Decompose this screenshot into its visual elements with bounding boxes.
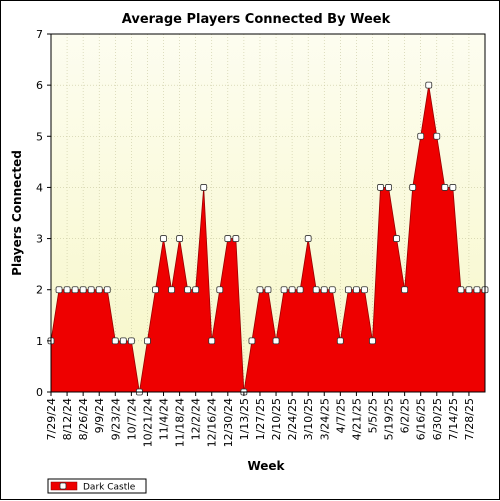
data-point [457, 286, 465, 294]
x-tick-label: 7/14/25 [447, 398, 460, 440]
legend-label: Dark Castle [83, 483, 136, 493]
data-point [111, 337, 119, 345]
data-point [256, 286, 264, 294]
data-point [224, 235, 232, 242]
data-point [385, 184, 392, 191]
data-point [144, 337, 151, 345]
data-point [288, 286, 296, 294]
x-tick-label: 10/7/24 [125, 398, 138, 440]
data-point [312, 286, 320, 294]
data-point [433, 132, 441, 140]
data-point [248, 337, 256, 345]
data-point [280, 286, 288, 294]
y-tick-label: 3 [36, 233, 43, 246]
x-tick-label: 2/10/25 [270, 398, 283, 440]
x-tick-label: 6/2/25 [399, 398, 412, 433]
legend-marker [59, 482, 67, 490]
data-point [87, 286, 95, 294]
x-tick-label: 11/4/24 [158, 398, 171, 440]
y-axis-label: Players Connected [10, 150, 24, 276]
data-point [441, 184, 449, 191]
data-point [304, 235, 312, 242]
data-point [320, 286, 328, 294]
plot-border [50, 33, 486, 393]
x-tick-label: 6/30/25 [431, 398, 444, 440]
x-tick-label: 1/27/25 [254, 398, 267, 440]
data-point [409, 184, 417, 191]
data-point [369, 337, 376, 345]
y-tick-label: 4 [36, 181, 43, 194]
y-tick-label: 7 [36, 28, 43, 41]
chart-title: Average Players Connected By Week [122, 12, 391, 27]
x-tick-label: 9/9/24 [93, 398, 106, 433]
data-point [208, 337, 216, 345]
data-point [328, 286, 336, 294]
x-tick-label: 6/16/25 [415, 398, 428, 440]
data-point [200, 184, 208, 191]
data-point [71, 286, 79, 294]
data-point [192, 286, 200, 294]
data-point [336, 337, 344, 345]
data-point [127, 337, 135, 345]
data-point [353, 286, 360, 294]
series-area [50, 85, 486, 393]
x-tick-label: 2/24/25 [286, 398, 299, 440]
x-tick-label: 8/26/24 [77, 398, 90, 440]
x-tick-label: 12/30/24 [222, 398, 235, 447]
data-point [272, 337, 280, 345]
data-point [184, 286, 192, 294]
x-tick-label: 12/2/24 [190, 398, 203, 440]
data-point [152, 286, 159, 294]
data-point [417, 132, 425, 140]
data-point [425, 81, 433, 89]
y-tick-label: 6 [36, 79, 43, 92]
data-point [168, 286, 175, 294]
x-axis: 7/29/24 8/12/24 8/26/24 9/9/24 9/23/24 10/7/2… [45, 392, 476, 447]
x-tick-label: 7/29/24 [45, 398, 58, 440]
data-point [216, 286, 224, 294]
data-point [449, 184, 457, 191]
x-tick-label: 3/10/25 [302, 398, 315, 440]
data-point [176, 235, 183, 242]
x-tick-label: 9/23/24 [109, 398, 122, 440]
y-tick-label: 2 [36, 284, 43, 297]
data-point [103, 286, 111, 294]
data-point [119, 337, 127, 345]
x-tick-label: 7/28/25 [463, 398, 476, 440]
data-point [55, 286, 63, 294]
series-dark-castle [47, 81, 489, 396]
data-point [232, 235, 240, 242]
y-tick-label: 1 [36, 335, 43, 348]
x-tick-label: 3/24/25 [318, 398, 331, 440]
x-tick-label: 5/19/25 [383, 398, 396, 440]
data-point [63, 286, 71, 294]
y-axis: 0 1 2 3 4 5 6 7 [36, 28, 51, 399]
data-point [264, 286, 272, 294]
data-point [361, 286, 368, 294]
data-point [465, 286, 473, 294]
data-point [95, 286, 103, 294]
legend: Dark Castle [47, 478, 147, 494]
x-tick-label: 4/7/25 [334, 398, 347, 433]
x-tick-label: 10/21/24 [141, 398, 154, 447]
x-tick-label: 4/21/25 [350, 398, 363, 440]
data-point [160, 235, 167, 242]
data-point [79, 286, 87, 294]
y-tick-label: 5 [36, 130, 43, 143]
y-tick-label: 0 [36, 386, 43, 399]
data-point [393, 235, 400, 242]
x-tick-label: 12/16/24 [206, 398, 219, 447]
x-tick-label: 8/12/24 [61, 398, 74, 440]
data-point [296, 286, 304, 294]
data-point [473, 286, 481, 294]
x-tick-label: 5/5/25 [366, 398, 379, 433]
x-tick-label: 11/18/24 [174, 398, 187, 447]
data-point [377, 184, 384, 191]
data-point [344, 286, 352, 294]
data-point [401, 286, 409, 294]
x-axis-label: Week [247, 459, 285, 473]
x-tick-label: 1/13/25 [238, 398, 251, 440]
